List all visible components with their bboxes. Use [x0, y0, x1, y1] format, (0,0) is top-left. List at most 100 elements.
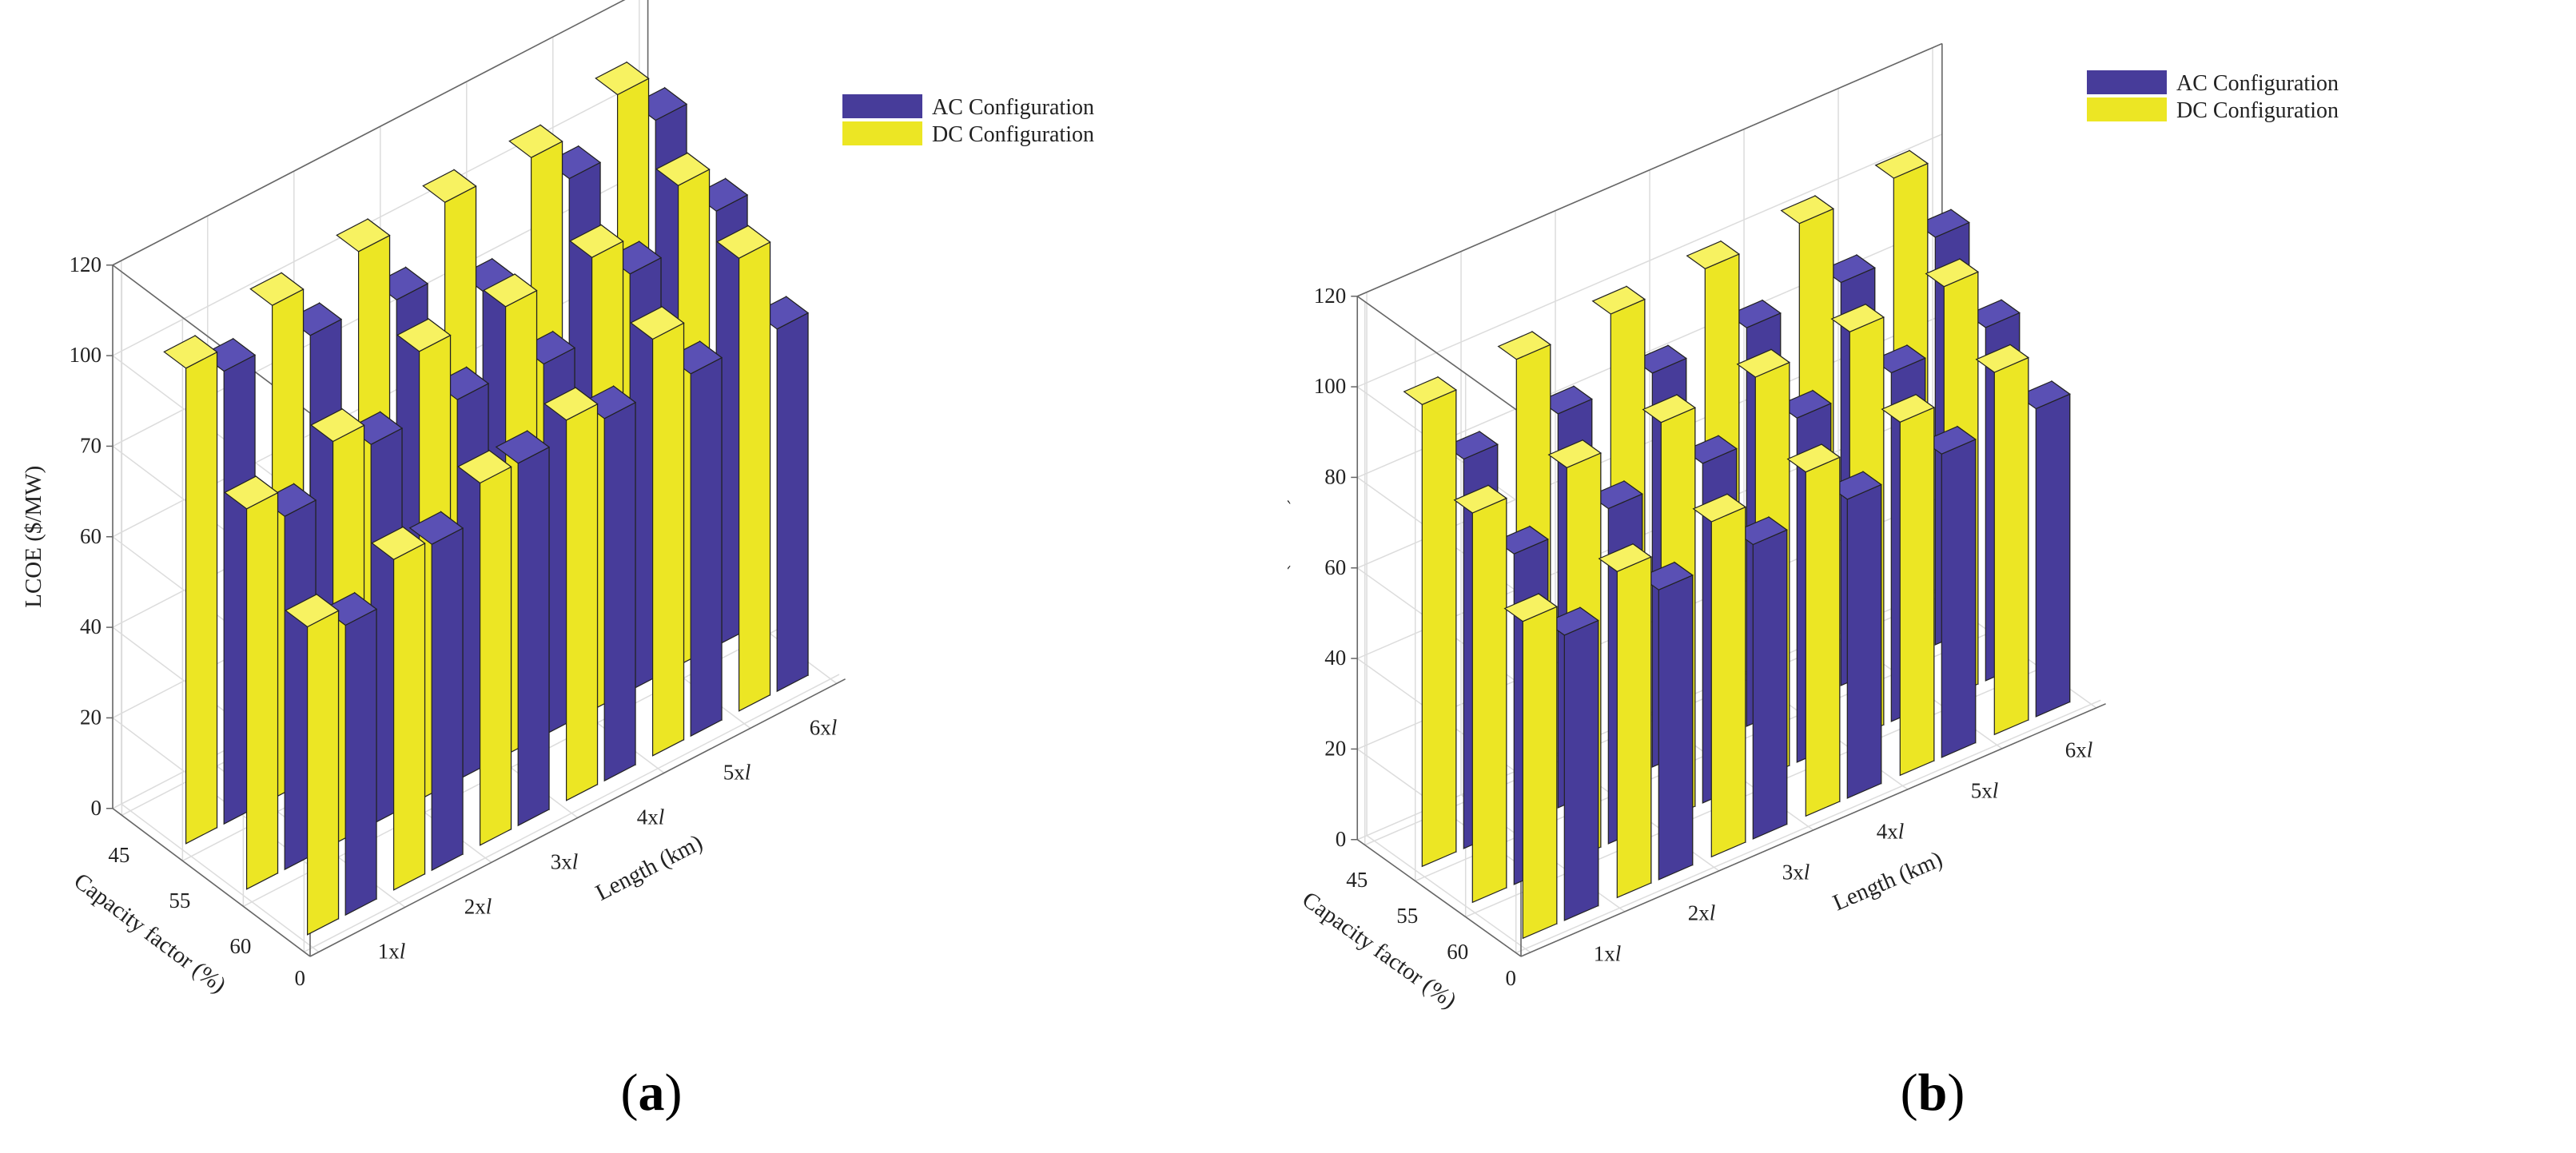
panel-caption-b: (b)	[1900, 1064, 1965, 1122]
bar-top	[1881, 394, 1936, 423]
bar-ac	[754, 295, 810, 693]
bar-front	[431, 527, 464, 872]
bar-top	[163, 335, 218, 369]
bar-ac	[1639, 561, 1694, 881]
bar-ac	[2017, 380, 2071, 718]
bar-front	[1616, 556, 1652, 899]
x-tick-label: 2xl	[464, 894, 492, 918]
bar-ac	[1828, 471, 1882, 799]
bar-front	[1563, 619, 1599, 921]
bar-top	[1642, 394, 1697, 423]
bar-front	[185, 351, 218, 845]
floor-gridline	[304, 674, 840, 952]
bar-top	[543, 387, 599, 421]
bar-ac	[408, 511, 464, 872]
bar-dc	[1453, 484, 1508, 904]
bar-front	[2035, 393, 2071, 718]
axis-line	[112, 0, 626, 266]
x-tick-label: 1xl	[378, 939, 406, 963]
bar-front	[1471, 497, 1507, 904]
y-tick-label: 60	[229, 934, 251, 958]
legend-swatch-dc	[842, 121, 922, 145]
bar-top	[716, 225, 771, 259]
legend-label-dc: DC Configuration	[2176, 98, 2339, 123]
bar-front	[1752, 529, 1788, 840]
x-tick-label: 2xl	[1688, 901, 1716, 924]
y-tick-label: 55	[169, 889, 190, 912]
bar-dc	[630, 305, 685, 757]
bar-front	[1421, 389, 1457, 868]
bar-dc	[1403, 376, 1458, 868]
bar-top	[630, 306, 685, 340]
bar-top	[1925, 258, 1980, 288]
bar-ac	[1922, 425, 1977, 758]
legend-swatch-ac	[842, 94, 922, 118]
axis-line	[1356, 42, 1943, 297]
bar-dc	[1786, 443, 1841, 817]
bar-top	[1591, 285, 1646, 315]
bar-dc	[163, 334, 218, 845]
bar-dc	[716, 225, 771, 712]
corner-tick-label: 0	[295, 966, 306, 990]
bar-ac	[322, 591, 378, 916]
bar-front	[1710, 506, 1746, 858]
bar-dc	[543, 386, 599, 801]
x-tick-label: 3xl	[551, 849, 579, 873]
bar-dc	[457, 449, 512, 846]
floor-gridline	[1515, 699, 2101, 954]
bar-top	[396, 318, 452, 352]
x-tick-label: 5xl	[1971, 778, 1999, 802]
bar-top	[1975, 344, 2030, 373]
bar-top	[1503, 593, 1559, 622]
panel-caption-a: (a)	[620, 1064, 683, 1122]
floor-gridline	[121, 803, 320, 953]
bar-front	[738, 241, 771, 712]
y-tick-label: 55	[1396, 904, 1418, 928]
x-tick-label: 3xl	[1782, 860, 1810, 884]
bar-top	[249, 272, 305, 306]
bar-ac	[1545, 606, 1599, 921]
bar-top	[1736, 348, 1791, 378]
z-tick-label: 120	[70, 252, 102, 276]
y-axis-label: Capacity factor (%)	[1297, 887, 1461, 1014]
bar-front	[690, 356, 723, 738]
bar-ac	[1734, 515, 1788, 840]
bar-dc	[371, 526, 426, 891]
bar-top	[224, 475, 279, 510]
bar-front	[776, 312, 809, 693]
x-tick-label: 6xl	[810, 715, 838, 739]
bar-top	[1686, 241, 1741, 269]
z-tick-label: 40	[1324, 646, 1346, 670]
bar-dc	[1598, 543, 1653, 899]
bar-dc	[224, 475, 279, 890]
z-tick-label: 100	[1314, 374, 1347, 398]
bar-front	[565, 403, 599, 801]
x-tick-label: 4xl	[637, 805, 665, 829]
bar-top	[457, 450, 512, 484]
bar-dc	[1692, 493, 1747, 858]
chart-panel-b: 0 20 40 60 80 100 120 60 55 45 1xl 2xl 3xl 4xl 5xl 6xl 0…	[1288, 42, 2339, 1014]
legend-swatch-dc	[2087, 97, 2167, 121]
bar-dc	[285, 593, 340, 936]
bar-front	[603, 401, 636, 782]
x-tick-label: 4xl	[1877, 819, 1905, 843]
legend-label-ac: AC Configuration	[932, 95, 1094, 120]
z-tick-label: 120	[1314, 284, 1347, 308]
bar-front	[307, 610, 340, 936]
bar-dc	[1881, 393, 1936, 777]
bar-top	[1547, 439, 1603, 468]
bar-front	[246, 491, 279, 890]
bar-front	[1522, 606, 1558, 940]
axis-line	[309, 678, 846, 957]
x-axis-label: Length (km)	[1829, 846, 1946, 916]
y-axis-label: Capacity factor (%)	[69, 869, 230, 999]
bar-top	[569, 224, 624, 258]
z-tick-label: 100	[70, 343, 102, 367]
legend-swatch-ac	[2087, 70, 2167, 94]
bar-front	[344, 608, 377, 916]
bar-top	[1692, 493, 1747, 523]
z-tick-label: 0	[1336, 827, 1347, 851]
floor-gridline	[1366, 835, 1531, 953]
